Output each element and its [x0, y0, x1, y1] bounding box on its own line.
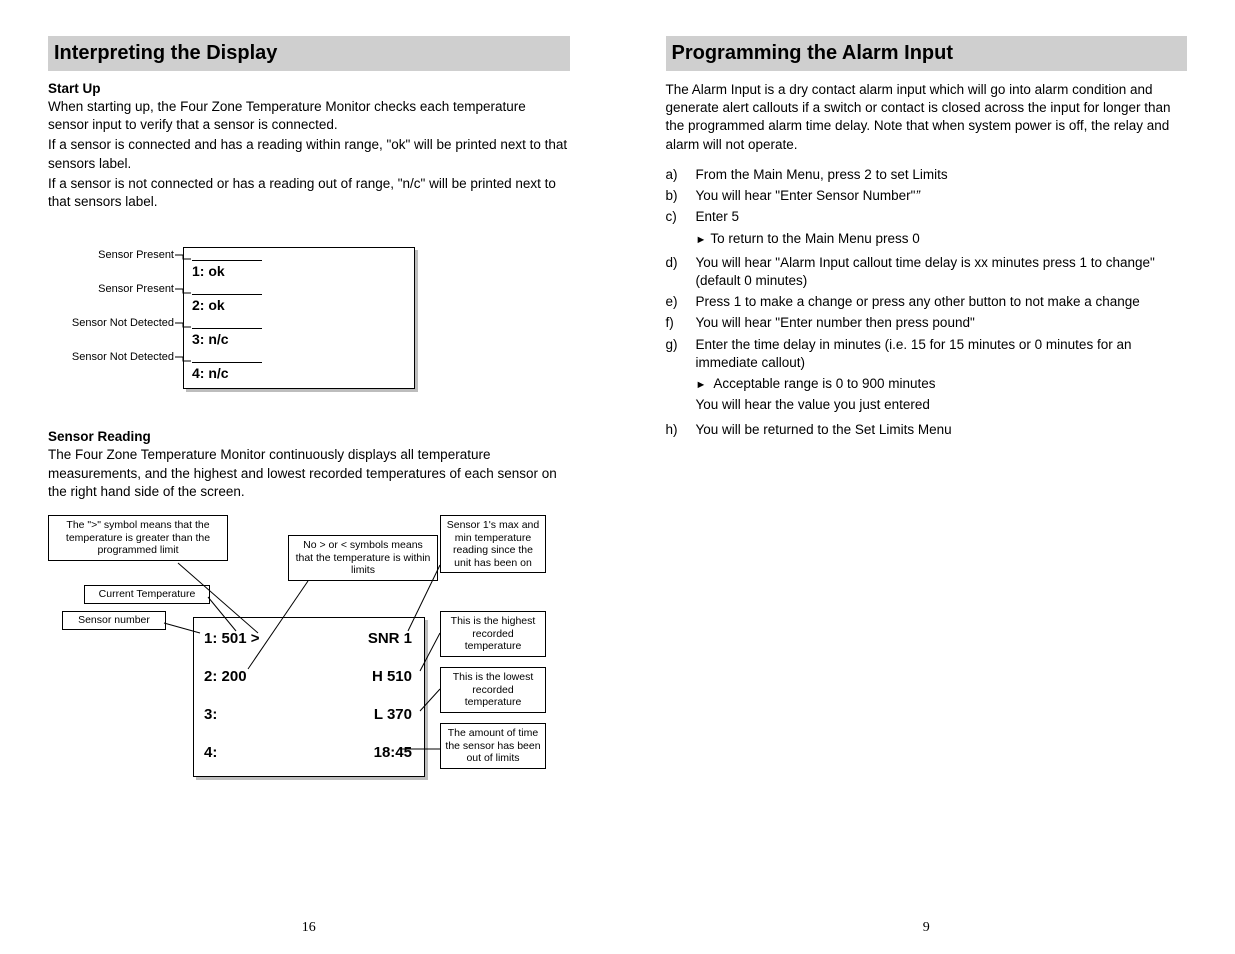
- label-present-1: Sensor Present: [54, 249, 174, 261]
- callout-time: The amount of time the sensor has been o…: [440, 723, 546, 769]
- right-section-title: Programming the Alarm Input: [666, 36, 1188, 71]
- step-a: a)From the Main Menu, press 2 to set Lim…: [666, 166, 1188, 184]
- label-present-2: Sensor Present: [54, 283, 174, 295]
- label-notdetected-1: Sensor Not Detected: [54, 317, 174, 329]
- step-g-text: Enter the time delay in minutes (i.e. 15…: [696, 336, 1188, 372]
- callout-current-temp: Current Temperature: [84, 585, 210, 604]
- right-intro: The Alarm Input is a dry contact alarm i…: [666, 81, 1188, 154]
- callout-within-limits: No > or < symbols means that the tempera…: [288, 535, 438, 581]
- callout-highest: This is the highest recorded temperature: [440, 611, 546, 657]
- step-e: e)Press 1 to make a change or press any …: [666, 293, 1188, 311]
- reading-r4: 18:45: [374, 744, 412, 761]
- reading-display-box: 1: 501 > SNR 1 2: 200 H 510 3: L 370 4: …: [193, 617, 425, 777]
- steps-list-3: h)You will be returned to the Set Limits…: [666, 421, 1188, 439]
- startup-para-3: If a sensor is not connected or has a re…: [48, 175, 570, 211]
- callout-sensor-number: Sensor number: [62, 611, 166, 630]
- display-row-3: 3: n/c: [192, 328, 262, 347]
- reading-l1: 1: 501 >: [204, 630, 259, 647]
- display-row-4: 4: n/c: [192, 362, 262, 381]
- steps-list: a)From the Main Menu, press 2 to set Lim…: [666, 166, 1188, 227]
- reading-l2: 2: 200: [204, 668, 247, 685]
- step-g-sub2: You will hear the value you just entered: [666, 396, 1188, 414]
- step-e-text: Press 1 to make a change or press any ot…: [696, 293, 1140, 311]
- step-g: g)Enter the time delay in minutes (i.e. …: [666, 336, 1188, 372]
- step-a-text: From the Main Menu, press 2 to set Limit…: [696, 166, 948, 184]
- label-notdetected-2: Sensor Not Detected: [54, 351, 174, 363]
- startup-para-2: If a sensor is connected and has a readi…: [48, 136, 570, 172]
- callout-lowest: This is the lowest recorded temperature: [440, 667, 546, 713]
- reading-l4: 4:: [204, 744, 217, 761]
- step-g-sub1: Acceptable range is 0 to 900 minutes: [666, 375, 1188, 393]
- step-f-text: You will hear "Enter number then press p…: [696, 314, 975, 332]
- reading-r3: L 370: [374, 706, 412, 723]
- startup-figure: 1: ok 2: ok 3: n/c 4: n/c Sensor Present…: [48, 231, 428, 401]
- reading-para: The Four Zone Temperature Monitor contin…: [48, 446, 570, 501]
- step-d: d)You will hear "Alarm Input callout tim…: [666, 254, 1188, 290]
- left-page-number: 16: [302, 920, 316, 936]
- startup-display-box: 1: ok 2: ok 3: n/c 4: n/c: [183, 247, 415, 389]
- step-f: f)You will hear "Enter number then press…: [666, 314, 1188, 332]
- step-h: h)You will be returned to the Set Limits…: [666, 421, 1188, 439]
- step-h-text: You will be returned to the Set Limits M…: [696, 421, 952, 439]
- display-row-2: 2: ok: [192, 294, 262, 313]
- startup-para-1: When starting up, the Four Zone Temperat…: [48, 98, 570, 134]
- reading-l3: 3:: [204, 706, 217, 723]
- step-b-text: You will hear "Enter Sensor Number"”: [696, 187, 920, 205]
- step-c-text: Enter 5: [696, 208, 740, 226]
- callout-gt: The ">" symbol means that the temperatur…: [48, 515, 228, 561]
- reading-figure: 1: 501 > SNR 1 2: 200 H 510 3: L 370 4: …: [48, 515, 568, 795]
- step-d-text: You will hear "Alarm Input callout time …: [696, 254, 1188, 290]
- left-section-title: Interpreting the Display: [48, 36, 570, 71]
- callout-maxmin: Sensor 1's max and min temperature readi…: [440, 515, 546, 573]
- right-page-number: 9: [923, 920, 930, 936]
- display-row-1: 1: ok: [192, 260, 262, 279]
- step-c-sub: To return to the Main Menu press 0: [666, 230, 1188, 248]
- reading-heading: Sensor Reading: [48, 429, 570, 444]
- reading-r1: SNR 1: [368, 630, 412, 647]
- step-c: c)Enter 5: [666, 208, 1188, 226]
- startup-heading: Start Up: [48, 81, 570, 96]
- step-b: b)You will hear "Enter Sensor Number"”: [666, 187, 1188, 205]
- steps-list-2: d)You will hear "Alarm Input callout tim…: [666, 254, 1188, 372]
- reading-r2: H 510: [372, 668, 412, 685]
